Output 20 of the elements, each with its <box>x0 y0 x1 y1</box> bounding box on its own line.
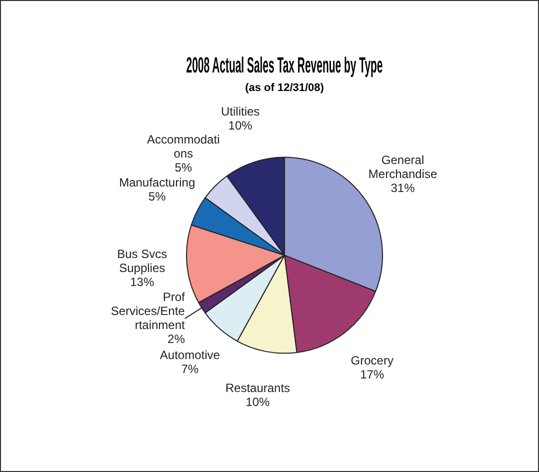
data-label: 17% <box>360 368 384 382</box>
slice-label: Prof Services/Entertainment <box>110 290 186 332</box>
data-label: 10% <box>246 395 270 410</box>
data-label: 5% <box>148 190 166 204</box>
slice-label: Grocery <box>350 354 394 368</box>
slice-label: Accommodations <box>147 132 220 160</box>
data-label: 10% <box>228 118 253 133</box>
data-label: 13% <box>130 275 154 290</box>
data-label: 31% <box>390 181 416 196</box>
slice-label: General Merchandise <box>368 153 438 182</box>
data-label: 7% <box>181 362 199 376</box>
data-label: 2% <box>168 332 186 346</box>
slice-label: Automotive <box>160 348 220 362</box>
slice-label: Restaurants <box>225 381 290 396</box>
chart-title: 2008 Actual Sales Tax Revenue by Type <box>186 52 383 78</box>
slice-label: Utilities <box>220 104 260 119</box>
chart-subtitle: (as of 12/31/08) <box>245 82 324 94</box>
slice-label: Manufacturing <box>119 176 196 190</box>
slice-label: Bus Svcs Supplies <box>117 247 168 276</box>
data-label: 5% <box>174 160 192 174</box>
